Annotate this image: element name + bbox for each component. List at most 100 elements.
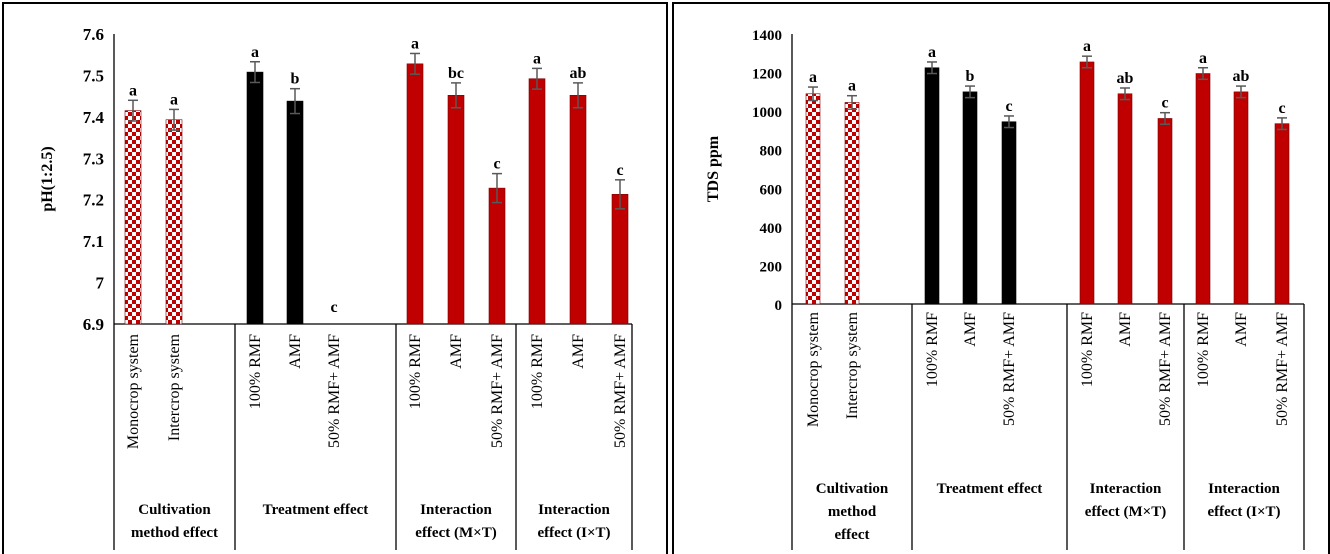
tds-chart: 0 200 400 600 800 1000 1200 1400 TDS ppm a Monocro… — [705, 28, 1305, 550]
bar — [805, 93, 821, 305]
group-label: Treatment effect — [263, 502, 369, 518]
significance-letter: c — [616, 162, 623, 179]
x-tick-label: 100% RMF — [247, 334, 264, 409]
x-tick-label: 100% RMF — [1195, 312, 1212, 387]
x-tick-label: AMF — [1117, 312, 1134, 347]
bar — [844, 102, 860, 305]
panel-frame — [672, 2, 1330, 554]
bar — [246, 71, 264, 325]
x-tick-label: 100% RMF — [529, 334, 546, 409]
y-tick-label: 6.9 — [83, 315, 104, 334]
significance-letter: a — [1199, 50, 1207, 67]
bar — [1157, 118, 1173, 305]
bar — [1233, 91, 1249, 305]
group-label: Interaction — [1090, 481, 1162, 497]
x-tick-label: Monocrop system — [125, 333, 142, 449]
x-tick-label: 50% RMF+ AMF — [1001, 312, 1018, 426]
bar — [406, 63, 424, 325]
x-tick-label: 100% RMF — [1079, 312, 1096, 387]
y-tick-label: 1200 — [752, 67, 782, 83]
y-tick-label: 800 — [760, 144, 783, 160]
significance-letter: b — [966, 68, 975, 85]
x-tick-label: 50% RMF+ AMF — [1274, 312, 1291, 426]
bar — [1274, 123, 1290, 305]
bar — [1001, 121, 1017, 305]
y-tick-label: 0 — [775, 298, 783, 314]
x-tick-label: 50% RMF+ AMF — [1157, 312, 1174, 426]
significance-letter: bc — [448, 65, 464, 82]
y-tick-label: 7.2 — [83, 191, 104, 210]
bar — [528, 78, 546, 325]
y-tick-label: 7.4 — [83, 108, 105, 127]
x-tick-label: AMF — [570, 334, 587, 369]
bar — [1117, 93, 1133, 305]
group-label: Treatment effect — [937, 481, 1043, 497]
significance-letter: b — [291, 71, 300, 88]
significance-letter: a — [129, 82, 137, 99]
group-label: effect (M×T) — [415, 525, 496, 541]
y-axis-title: pH(1:2.5) — [39, 146, 56, 211]
y-tick-label: 7.6 — [83, 25, 104, 44]
group-label: Interaction — [538, 502, 610, 518]
group-label: effect (I×T) — [1207, 504, 1280, 520]
ph-chart-panel: 6.9 7 7.1 7.2 7.3 7.4 7.5 7.6 pH(1:2.5) a Monocrop… — [0, 0, 668, 554]
x-tick-label: Intercrop system — [166, 333, 183, 441]
tds-chart-panel: 0 200 400 600 800 1000 1200 1400 TDS ppm a Monocro… — [672, 0, 1330, 554]
significance-letter: a — [928, 44, 936, 61]
bar — [611, 194, 629, 325]
significance-letter: a — [411, 35, 419, 52]
bar — [1195, 73, 1211, 305]
x-tick-label: 100% RMF — [924, 312, 941, 387]
group-label: Interaction — [420, 502, 492, 518]
x-tick-label: AMF — [287, 334, 304, 369]
x-tick-label: Intercrop system — [844, 311, 861, 419]
x-tick-label: 50% RMF+ AMF — [326, 334, 343, 448]
group-label: method — [828, 504, 877, 520]
y-tick-label: 1000 — [752, 105, 782, 121]
bar — [1079, 61, 1095, 305]
significance-letter: a — [533, 50, 541, 67]
significance-letter: a — [848, 78, 856, 95]
panel-frame — [2, 2, 668, 554]
group-label: effect (I×T) — [537, 525, 610, 541]
bar — [569, 95, 587, 325]
y-tick-label: 7.3 — [83, 149, 104, 168]
y-tick-label: 7 — [96, 274, 105, 293]
significance-letter: a — [809, 69, 817, 86]
x-tick-label: 50% RMF+ AMF — [612, 334, 629, 448]
significance-letter: c — [1278, 100, 1285, 117]
bar — [962, 91, 978, 305]
x-tick-label: AMF — [1233, 312, 1250, 347]
significance-letter: ab — [1117, 70, 1134, 87]
group-label: effect (M×T) — [1085, 504, 1166, 520]
y-tick-label: 600 — [760, 182, 783, 198]
y-axis-title: TDS ppm — [705, 135, 722, 202]
significance-letter: ab — [1233, 68, 1250, 85]
x-tick-label: AMF — [448, 334, 465, 369]
group-label: Cultivation — [816, 481, 889, 497]
significance-letter: c — [330, 299, 337, 316]
significance-letter: c — [1161, 95, 1168, 112]
bar — [165, 119, 183, 325]
bar — [124, 110, 142, 325]
x-tick-label: 50% RMF+ AMF — [489, 334, 506, 448]
x-tick-label: Monocrop system — [805, 311, 822, 427]
y-tick-label: 400 — [760, 221, 783, 237]
bar — [488, 187, 506, 325]
bar — [924, 67, 940, 305]
x-tick-label: 100% RMF — [407, 334, 424, 409]
y-tick-label: 200 — [760, 259, 783, 275]
significance-letter: a — [251, 44, 259, 61]
significance-letter: ab — [570, 65, 587, 82]
y-tick-label: 7.5 — [83, 66, 104, 85]
y-tick-label: 7.1 — [83, 232, 104, 251]
group-label: Cultivation — [138, 502, 211, 518]
significance-letter: a — [170, 91, 178, 108]
x-tick-label: AMF — [962, 312, 979, 347]
group-label: method effect — [131, 525, 218, 541]
significance-letter: c — [1005, 98, 1012, 115]
significance-letter: c — [493, 156, 500, 173]
y-tick-label: 1400 — [752, 28, 782, 44]
group-label: Interaction — [1208, 481, 1280, 497]
ph-chart: 6.9 7 7.1 7.2 7.3 7.4 7.5 7.6 pH(1:2.5) a Monocrop… — [39, 25, 633, 550]
